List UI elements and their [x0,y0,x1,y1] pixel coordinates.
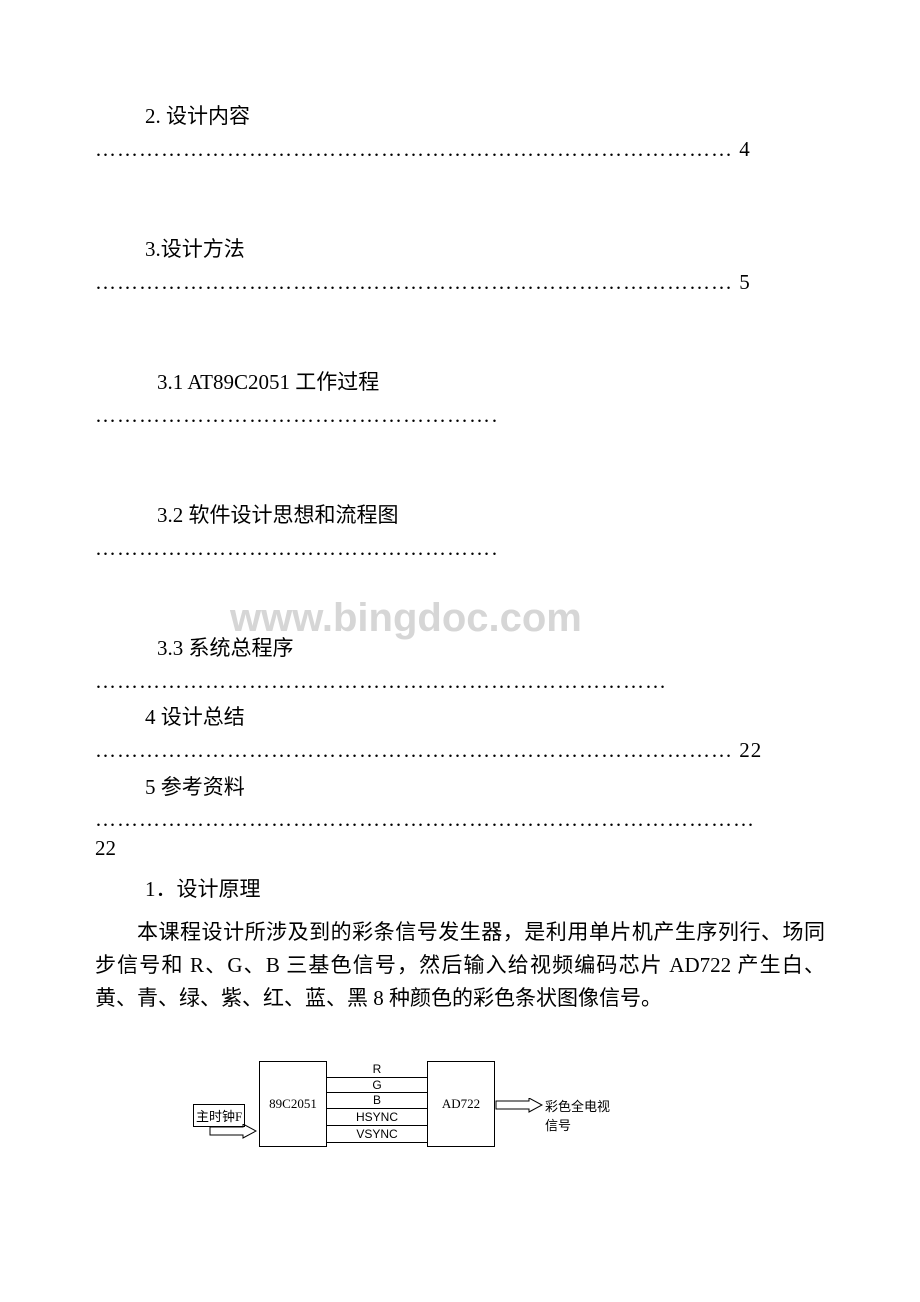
toc-title-2: 2. 设计内容 [95,100,825,134]
toc-title-5: 5 参考资料 [95,771,825,805]
signal-label-vsync: VSYNC [327,1127,427,1141]
spacer [95,318,825,366]
spacer [95,185,825,233]
toc-entry-3-1: 3.1 AT89C2051 工作过程 ………………………………………………………… [95,366,825,431]
signal-line-b [327,1108,427,1109]
dots-text: …………………………………………………………………………… [95,669,664,693]
toc-page-4-num: 22 [739,738,762,762]
toc-dots-3-1: ………………………………………………………………… 5 [95,400,497,432]
spacer [95,584,825,632]
signal-label-b: B [327,1093,427,1107]
toc-entry-3-2: 3.2 软件设计思想和流程图 ……………………………………………………………… … [95,499,825,564]
section-1-title: 1．设计原理 [95,871,825,909]
section-1-body: 本课程设计所涉及到的彩条信号发生器，是利用单片机产生序列行、场同步信号和 R、G… [95,916,825,1014]
toc-entry-3-3: 3.3 系统总程序 …………………………………………………………………………… … [95,632,825,697]
signal-line-vsync [327,1142,427,1143]
toc-title-3-3: 3.3 系统总程序 [95,632,825,666]
toc-title-3-1: 3.1 AT89C2051 工作过程 [95,366,825,400]
dots-text: …………………………………………………………………………… [95,137,733,161]
dots-text: …………………………………………………………………………… [95,270,733,294]
toc-dots-2: …………………………………………………………………………… 4 [95,134,825,166]
toc-title-3: 3.设计方法 [95,233,825,267]
spacer [95,863,825,871]
block-diagram-container: 主时钟F 89C2051 AD722 R G B HSYNC VSYNC [95,1040,825,1170]
toc-entry-2: 2. 设计内容 …………………………………………………………………………… 4 [95,100,825,165]
signal-label-hsync: HSYNC [327,1110,427,1124]
dots-text: …………………………………………………………………………… [95,738,733,762]
signal-label-g: G [327,1078,427,1092]
toc-page-2-num: 4 [739,137,751,161]
toc-dots-3-3: …………………………………………………………………………… 7 [95,666,664,698]
toc-entry-4: 4 设计总结 …………………………………………………………………………… 22 [95,701,825,766]
signal-label-r: R [327,1062,427,1076]
toc-title-3-2: 3.2 软件设计思想和流程图 [95,499,825,533]
toc-entry-3: 3.设计方法 …………………………………………………………………………… 5 [95,233,825,298]
box-89c2051: 89C2051 [259,1061,327,1147]
dots-text: ……………………………………………………………………………… [95,807,755,831]
toc-dots-3-2: ……………………………………………………………… 6 [95,533,497,565]
toc-entry-5: 5 参考资料 ……………………………………………………………………………… 22 [95,771,825,861]
box-ad722: AD722 [427,1061,495,1147]
output-label: 彩色全电视信号 [545,1096,619,1134]
toc-title-4: 4 设计总结 [95,701,825,735]
toc-dots-4: …………………………………………………………………………… 22 [95,735,825,767]
toc-dots-3: …………………………………………………………………………… 5 [95,267,825,299]
toc-page-5-num: 22 [95,836,825,861]
block-diagram: 主时钟F 89C2051 AD722 R G B HSYNC VSYNC [199,1040,619,1170]
dots-text: ………………………………………………………………… [95,403,497,427]
signal-line-hsync [327,1125,427,1126]
clock-arrow-icon [209,1124,257,1145]
dots-text: ……………………………………………………………… [95,536,497,560]
toc-dots-5: ……………………………………………………………………………… [95,804,825,836]
page-content: 2. 设计内容 …………………………………………………………………………… 4 … [95,100,825,1170]
toc-page-3-num: 5 [739,270,751,294]
output-arrow-icon [495,1098,543,1119]
spacer [95,451,825,499]
